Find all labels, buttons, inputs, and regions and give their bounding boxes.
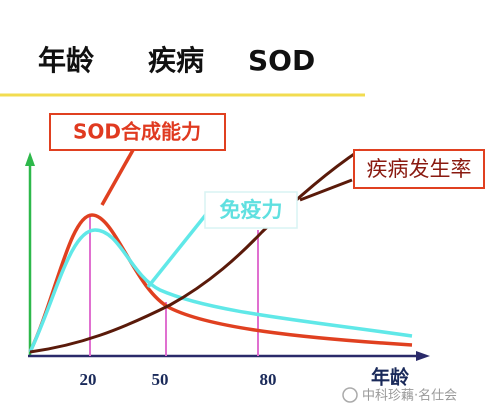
disease-label: 疾病发生率 bbox=[367, 157, 472, 181]
title-part: 疾病 bbox=[148, 44, 204, 77]
x-tick-label: 20 bbox=[80, 370, 97, 389]
sod-curve bbox=[28, 213, 413, 353]
immunity-label: 免疫力 bbox=[220, 198, 283, 222]
x-tick-label: 80 bbox=[260, 370, 277, 389]
y-axis-arrow bbox=[25, 152, 35, 166]
sod-label-box bbox=[49, 113, 226, 151]
immunity-curve bbox=[28, 228, 413, 353]
watermark: 中科珍藕·名仕会 bbox=[362, 388, 457, 404]
disease-label-box bbox=[353, 149, 485, 189]
title-part: 年龄 bbox=[38, 44, 95, 77]
immunity-label-box bbox=[204, 191, 298, 229]
watermark-icon bbox=[342, 387, 358, 403]
x-axis-label: 年龄 bbox=[371, 366, 410, 389]
disease-curve bbox=[29, 148, 361, 354]
disease-pointer bbox=[299, 178, 353, 202]
title-part: SOD bbox=[248, 44, 315, 77]
x-tick-label: 50 bbox=[152, 370, 169, 389]
sod-label: SOD合成能力 bbox=[73, 120, 201, 144]
sod-pointer bbox=[100, 149, 135, 206]
x-axis-arrow bbox=[416, 351, 430, 361]
immunity-pointer bbox=[146, 210, 210, 289]
